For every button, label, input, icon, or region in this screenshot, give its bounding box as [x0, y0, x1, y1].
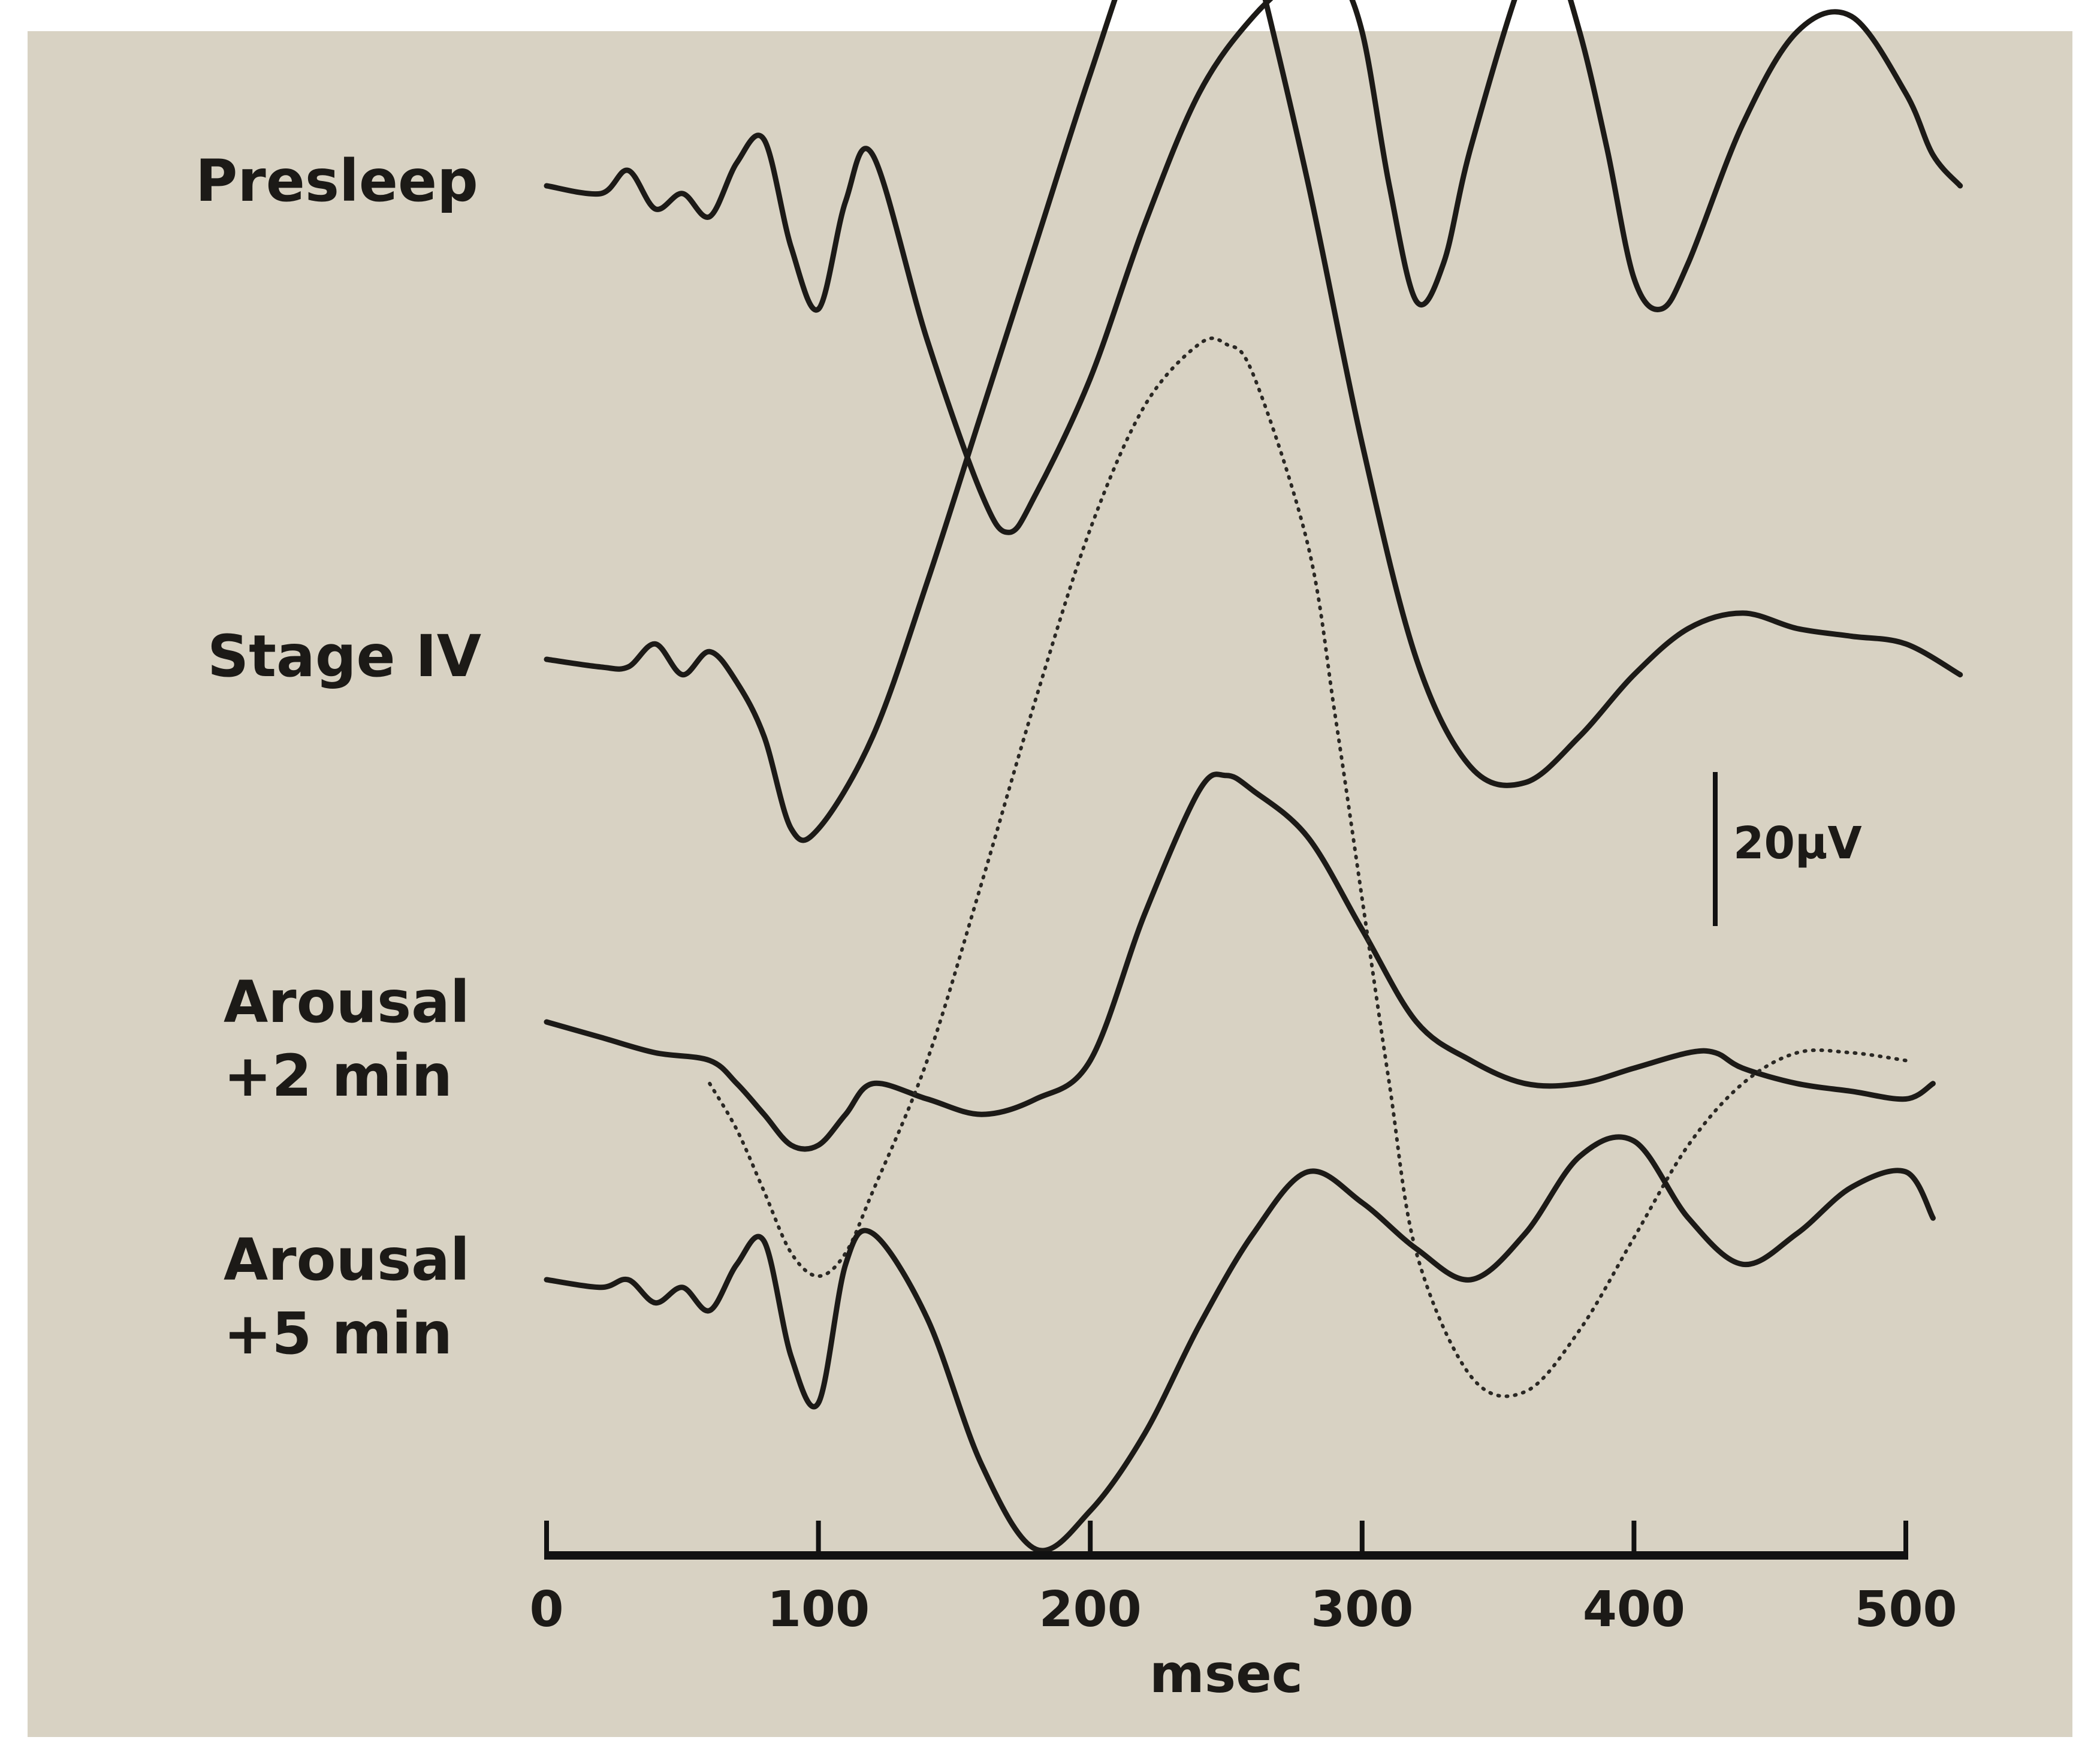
trace-label-2-line-1: +2 min: [224, 1042, 452, 1109]
x-tick-label-0: 0: [529, 1581, 563, 1638]
x-tick-label-500: 500: [1854, 1581, 1957, 1638]
trace-label-4-line-0: Arousal: [224, 1226, 470, 1293]
time-axis: 0 100 200 300 400 500 msec: [529, 1521, 1957, 1705]
trace-label-1-line-0: Stage IV: [207, 623, 481, 690]
x-tick-label-400: 400: [1583, 1581, 1685, 1638]
trace-stage-iv: [544, 0, 1963, 843]
trace-arousal-2-min-dotted: [708, 336, 1908, 1398]
trace-arousal-5-min: [544, 1134, 1936, 1554]
paper-background: [28, 31, 2072, 1737]
x-tick-label-200: 200: [1039, 1581, 1142, 1638]
trace-label-4-line-1: +5 min: [224, 1300, 452, 1367]
x-axis-label: msec: [1149, 1643, 1303, 1705]
x-tick-label-100: 100: [767, 1581, 870, 1638]
scale-bar-label: 20µV: [1733, 818, 1862, 869]
traces-group: [544, 0, 1963, 1554]
x-tick-label-300: 300: [1311, 1581, 1413, 1638]
trace-label-2-line-0: Arousal: [224, 969, 470, 1036]
trace-label-0-line-0: Presleep: [195, 147, 478, 215]
trace-arousal-2-min-solid: [544, 771, 1936, 1152]
trace-presleep: [544, 0, 1963, 535]
amplitude-scale-bar: 20µV: [1713, 772, 1862, 926]
